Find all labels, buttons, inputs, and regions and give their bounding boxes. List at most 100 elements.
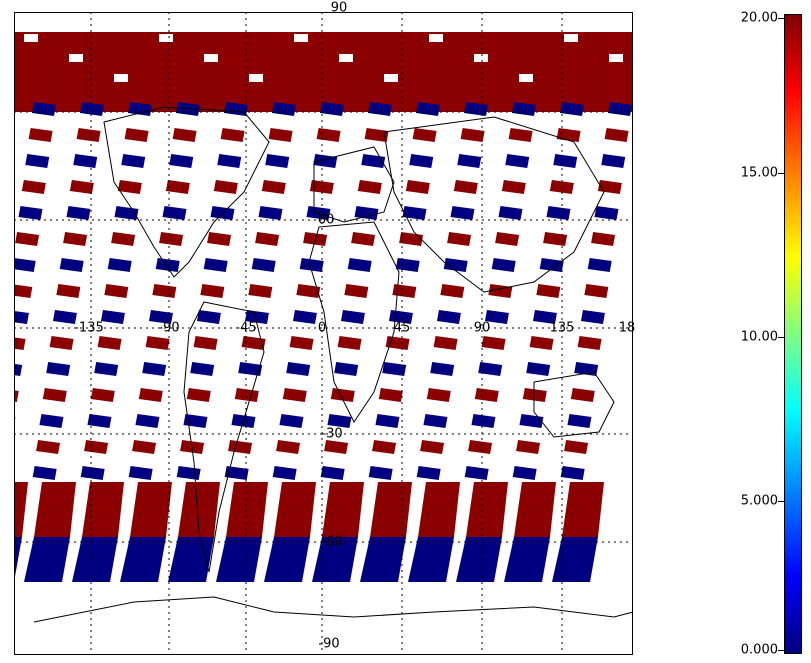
swath-gap <box>294 34 308 42</box>
asia-outline <box>383 116 605 293</box>
swath-segment <box>512 466 537 480</box>
swath-segment <box>378 388 403 402</box>
swath-segment <box>591 232 616 246</box>
lat-label-60s: -60 <box>321 534 343 550</box>
swath-gap <box>114 74 128 82</box>
swath-segment <box>80 466 105 480</box>
swath-segment <box>251 258 276 272</box>
swath-lower-red <box>34 482 76 537</box>
swath-segment <box>276 440 301 454</box>
lat-label-m90: -90 <box>318 636 340 652</box>
swath-gap <box>609 54 623 62</box>
swath-segment <box>97 336 122 350</box>
colorbar-label-10: 10.00 <box>740 329 778 345</box>
swath-segment <box>450 206 475 220</box>
swath-segment <box>203 258 228 272</box>
australia-outline <box>533 371 615 438</box>
lon-label-45: 45 <box>393 320 411 336</box>
swath-segment <box>128 466 153 480</box>
swath-segment <box>594 206 619 220</box>
swath-segment <box>145 336 170 350</box>
swath-segment <box>261 180 286 194</box>
swath-segment <box>169 154 194 168</box>
colorbar-tick <box>778 501 784 502</box>
swath-segment <box>21 180 46 194</box>
swath-segment <box>213 180 238 194</box>
lon-label-m90: -90 <box>158 320 180 336</box>
lat-label-60n: 60 <box>317 212 335 228</box>
africa-outline <box>308 221 400 423</box>
swath-segment <box>567 414 592 428</box>
swath-segment <box>423 414 448 428</box>
swath-segment <box>357 180 382 194</box>
swath-segment <box>351 232 376 246</box>
swath-segment <box>42 388 67 402</box>
swath-segment <box>501 180 526 194</box>
swath-lower-red <box>274 482 316 537</box>
swath-segment <box>539 258 564 272</box>
swath-segment <box>560 466 585 480</box>
lon-label-m135: -135 <box>74 320 104 336</box>
swath-segment <box>117 180 142 194</box>
swath-segment <box>395 258 420 272</box>
swath-segment <box>241 336 266 350</box>
swath-segment <box>505 154 530 168</box>
swath-segment <box>121 154 146 168</box>
swath-lower-blue <box>72 537 118 582</box>
swath-segment <box>217 154 242 168</box>
swath-segment <box>334 362 359 376</box>
swath-segment <box>132 440 157 454</box>
swath-segment <box>32 466 57 480</box>
antarctica-outline <box>33 596 633 623</box>
swath-segment <box>495 232 520 246</box>
swath-segment <box>412 128 437 142</box>
swath-segment <box>564 440 589 454</box>
swath-segment <box>258 206 283 220</box>
swath-segment <box>474 388 499 402</box>
swath-segment <box>580 310 605 324</box>
swath-segment <box>46 362 71 376</box>
lon-label-0: 0 <box>317 320 327 336</box>
swath-segment <box>155 258 180 272</box>
swath-segment <box>255 232 280 246</box>
swath-segment <box>453 180 478 194</box>
swath-lower-red <box>178 482 220 537</box>
swath-segment <box>426 388 451 402</box>
swath-segment <box>604 128 629 142</box>
swath-segment <box>484 310 509 324</box>
swath-segment <box>69 180 94 194</box>
swath-segment <box>372 440 397 454</box>
colorbar-label-5: 5.000 <box>740 493 778 509</box>
swath-segment <box>268 128 293 142</box>
lon-label-180: 18 <box>618 320 636 336</box>
swath-segment <box>100 310 125 324</box>
swath-segment <box>49 336 74 350</box>
swath-gap <box>24 34 38 42</box>
swath-gap <box>519 74 533 82</box>
swath-lower-blue <box>216 537 262 582</box>
swath-segment <box>14 363 23 376</box>
colorbar-tick <box>778 337 784 338</box>
swath-segment <box>76 128 101 142</box>
lon-label-135: 135 <box>549 320 575 336</box>
swath-segment <box>299 258 324 272</box>
swath-segment <box>508 128 533 142</box>
swath-gap <box>474 54 488 62</box>
swath-lower-blue <box>408 537 454 582</box>
swath-segment <box>234 388 259 402</box>
swath-lower-blue <box>168 537 214 582</box>
lat-label-90: 90 <box>330 0 348 16</box>
swath-segment <box>282 388 307 402</box>
swath-segment <box>18 206 43 220</box>
colorbar-tick <box>778 18 784 19</box>
swath-segment <box>354 206 379 220</box>
swath-segment <box>152 284 177 298</box>
swath-segment <box>392 284 417 298</box>
swath-lower-red <box>14 482 28 537</box>
swath-segment <box>159 232 184 246</box>
swath-segment <box>546 206 571 220</box>
swath-segment <box>14 310 29 324</box>
swath-segment <box>337 336 362 350</box>
swath-segment <box>382 362 407 376</box>
swath-lower-red <box>514 482 556 537</box>
